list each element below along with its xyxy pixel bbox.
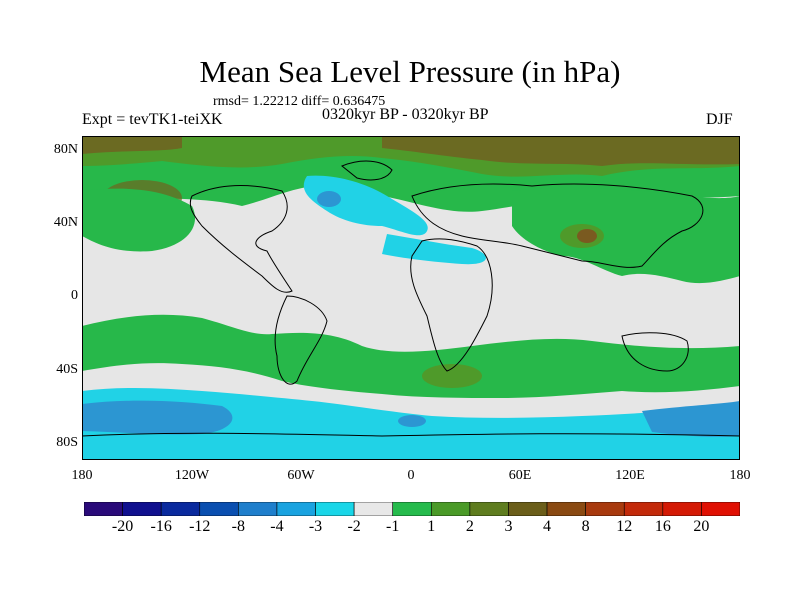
colorbar-label: 20 [693, 518, 710, 535]
lon-label-180-west: 180 [71, 468, 93, 483]
southern-ocean-blue-patch [398, 415, 426, 427]
colorbar-label: -1 [386, 518, 400, 535]
lon-label-120e: 120E [615, 468, 645, 483]
southern-green-band [82, 314, 740, 398]
colorbar-label: -2 [347, 518, 361, 535]
africa-outline [410, 238, 493, 372]
lat-label-80n: 80N [53, 142, 78, 157]
colorbar [84, 502, 740, 516]
south-atlantic-green-core [422, 364, 482, 388]
colorbar-swatch [160, 502, 201, 516]
colorbar-swatch [701, 502, 740, 516]
colorbar-swatch [315, 502, 355, 516]
rmsd-diff-stats: rmsd= 1.22212 diff= 0.636475 [213, 94, 386, 109]
mediterranean-cyan-anomaly [382, 234, 486, 265]
colorbar-label: 3 [504, 518, 513, 535]
north-america-outline [189, 185, 293, 293]
lon-label-60e: 60E [508, 468, 532, 483]
north-olive-west [82, 136, 182, 154]
lon-label-0: 0 [407, 468, 415, 483]
colorbar-label: -12 [189, 518, 211, 535]
coastlines [82, 160, 740, 437]
colorbar-swatch [276, 502, 316, 516]
colorbar-swatch [353, 502, 394, 516]
colorbar-swatch [508, 502, 548, 516]
eurasia-outline [411, 183, 704, 268]
colorbar-swatch [546, 502, 586, 516]
colorbar-label: -20 [111, 518, 134, 535]
season-label: DJF [706, 111, 733, 128]
colorbar-swatch [392, 502, 432, 516]
experiment-label: Expt = tevTK1-teiXK [82, 111, 223, 128]
map-title: Mean Sea Level Pressure (in hPa) [199, 54, 621, 89]
colorbar-swatch [84, 502, 123, 516]
colorbar-swatch [238, 502, 278, 516]
southern-ocean-blue-core-east [642, 401, 740, 437]
greenland-outline [341, 160, 393, 181]
north-atlantic-blue-core [317, 191, 341, 207]
north-atlantic-cyan-anomaly [303, 175, 428, 236]
colorbar-label: -3 [308, 518, 323, 535]
colorbar-label: 4 [543, 518, 552, 535]
lon-label-120w: 120W [174, 468, 210, 483]
antarctica-outline [82, 432, 740, 437]
colorbar-swatch [623, 502, 664, 516]
north-pacific-green-lobe [82, 188, 196, 252]
lon-label-60w: 60W [287, 468, 315, 483]
australia-outline [621, 332, 689, 372]
colorbar-label: -4 [270, 518, 284, 535]
colorbar-swatch [430, 502, 471, 516]
colorbar-swatch [199, 502, 239, 516]
lat-label-40s: 40S [56, 362, 78, 377]
lat-label-80s: 80S [56, 435, 78, 450]
lat-label-40n: 40N [53, 215, 78, 230]
north-olive-band [382, 136, 740, 166]
map-frame [82, 136, 740, 460]
colorbar-label: -8 [231, 518, 245, 535]
lat-label-0: 0 [71, 288, 78, 303]
south-america-outline [274, 295, 328, 385]
colorbar-label: 16 [654, 518, 671, 535]
colorbar-swatch [585, 502, 625, 516]
southern-ocean-blue-core-west [82, 400, 233, 435]
asia-green-region [512, 187, 740, 284]
colorbar-label: -16 [150, 518, 172, 535]
lon-label-180-east: 180 [729, 468, 751, 483]
tibet-brown-core [577, 229, 597, 243]
colorbar-label: 8 [581, 518, 590, 535]
colorbar-swatch [122, 502, 162, 516]
period-label: 0320kyr BP - 0320kyr BP [322, 106, 489, 123]
pressure-anomaly-map [82, 136, 740, 460]
colorbar-label: 1 [427, 518, 436, 535]
colorbar-swatch [469, 502, 509, 516]
colorbar-label: 12 [616, 518, 633, 535]
colorbar-swatch [662, 502, 702, 516]
colorbar-label: 2 [465, 518, 474, 535]
